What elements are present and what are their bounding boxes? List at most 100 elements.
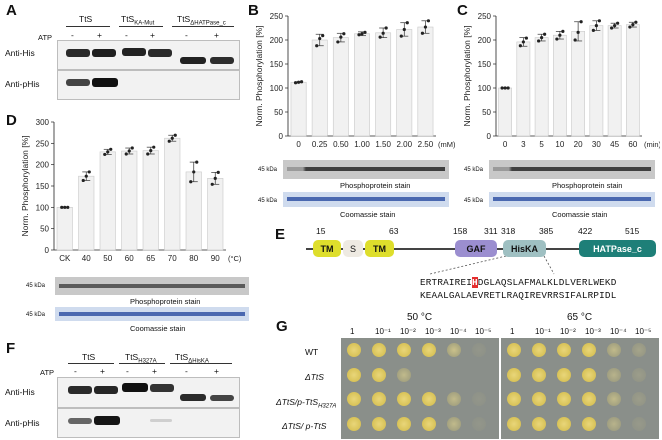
data-point [103, 152, 107, 157]
x-tick-label: 0 [296, 140, 301, 149]
y-axis-label: Norm. Phosphorylation [%] [462, 25, 472, 126]
panel-d-chart: 0 50 100 150 200 250 300 Norm. Phosphorylation … [20, 118, 242, 263]
x-tick-label: 50 [103, 254, 112, 263]
colony-spot [607, 367, 621, 382]
bar [498, 87, 512, 137]
colony-spot [447, 392, 461, 406]
data-point [405, 21, 409, 25]
panel-f-plus-3: + [214, 366, 219, 376]
band [68, 386, 92, 394]
data-point [210, 182, 214, 186]
panel-a-row2-label: Anti-pHis [5, 79, 40, 89]
panel-g-plate-50 [341, 338, 499, 439]
data-point [318, 36, 322, 41]
y-tick-label: 50 [274, 108, 283, 117]
colony-spot [472, 416, 486, 431]
colony-spot [507, 392, 521, 406]
colony-spot [507, 416, 521, 431]
x-tick-label: 40 [82, 254, 91, 263]
band [92, 49, 116, 57]
panel-f-row2-label: Anti-pHis [5, 418, 40, 428]
panel-b-stain1: Phosphoprotein stain [340, 181, 411, 190]
data-point [127, 149, 131, 153]
panel-d-letter: D [6, 112, 17, 129]
panel-c-mw1: 45 kDa [464, 167, 484, 173]
panel-g-temp-65: 65 °C [567, 312, 593, 323]
data-point [342, 32, 346, 36]
dilution-label: 10⁻³ [585, 327, 601, 336]
panel-a-letter: A [6, 2, 17, 19]
y-tick-label: 0 [279, 132, 284, 141]
x-tick-label: 3 [521, 140, 526, 149]
colony-spot [632, 416, 646, 431]
data-point [540, 36, 544, 40]
y-tick-label: 50 [40, 225, 49, 234]
band [180, 394, 206, 401]
dilution-label: 1 [350, 327, 355, 336]
data-point [189, 180, 193, 184]
data-point [558, 33, 562, 37]
colony-spot [557, 392, 571, 406]
x-tick-label: 20 [574, 140, 583, 149]
panel-a-row1-label: Anti-His [5, 48, 35, 58]
data-point [634, 20, 638, 24]
colony-spot [582, 416, 596, 431]
x-tick-label: 10 [555, 140, 564, 149]
panel-e-pos-422: 422 [578, 226, 593, 236]
band [66, 79, 90, 86]
band [68, 418, 92, 424]
data-point [66, 205, 70, 209]
panel-e-pos-158: 158 [453, 226, 468, 236]
bar [553, 34, 567, 137]
panel-c-stain2: Coomassie stain [552, 210, 608, 219]
panel-g-row-dtts: ΔTtS [305, 372, 324, 382]
data-point [149, 148, 153, 153]
data-point [384, 26, 388, 30]
panel-g-row-wt: WT [305, 347, 319, 357]
y-tick-label: 250 [36, 139, 50, 148]
y-tick-label: 200 [478, 36, 492, 45]
colony-spot [372, 392, 386, 406]
panel-g-temp-50: 50 °C [407, 312, 433, 323]
panel-f-col3-label: TtSΔHisKA [175, 352, 209, 365]
panel-e-pos-515: 515 [625, 226, 640, 236]
bar [589, 25, 604, 137]
y-tick-label: 100 [478, 84, 492, 93]
y-axis-label: Norm. Phosphorylation [%] [254, 25, 264, 126]
panel-d-phospho-gel [55, 277, 249, 295]
panel-b-stain2: Coomassie stain [340, 210, 396, 219]
colony-spot [347, 367, 361, 382]
panel-e-pos-63: 63 [389, 226, 399, 236]
domain-hatpase: HATPase_c [579, 240, 656, 257]
panel-a-plus-1: + [97, 30, 102, 40]
panel-a-col2-label: TtSKA-Mut [121, 14, 155, 27]
band [94, 386, 118, 394]
dilution-label: 10⁻⁵ [475, 327, 492, 336]
data-point [597, 19, 601, 23]
bar [534, 37, 549, 137]
bar [142, 150, 159, 251]
colony-spot [472, 392, 486, 406]
y-tick-label: 200 [270, 36, 284, 45]
y-tick-label: 50 [482, 108, 491, 117]
bar [164, 137, 181, 251]
band [94, 416, 120, 425]
colony-spot [397, 392, 411, 406]
data-point [360, 32, 364, 36]
colony-spot [507, 367, 521, 382]
bar [354, 33, 370, 137]
panel-e-letter: E [275, 226, 286, 243]
colony-spot [532, 343, 546, 357]
panel-c-phospho-gel [489, 160, 655, 179]
panel-c-coomassie-gel [489, 192, 655, 207]
bar [626, 24, 640, 137]
colony-spot [582, 367, 596, 382]
band [92, 78, 118, 87]
x-unit-label: (°C) [228, 254, 242, 263]
y-tick-label: 250 [270, 12, 284, 21]
band [122, 383, 148, 392]
colony-spot [397, 367, 411, 382]
phospho-histidine: H [472, 277, 478, 288]
bar [207, 178, 224, 251]
